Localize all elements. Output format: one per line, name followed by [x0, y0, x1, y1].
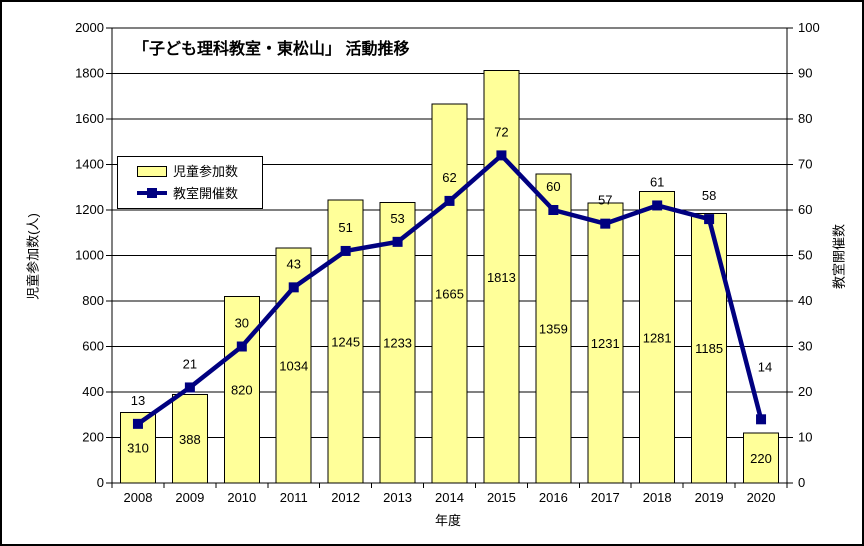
- x-axis-tick-label: 2011: [280, 490, 308, 505]
- bar-value-label: 1231: [591, 336, 620, 351]
- left-axis-tick-label: 1200: [75, 202, 104, 217]
- line-series-swatch-icon: [137, 188, 167, 199]
- right-axis-tick-label: 40: [798, 293, 812, 308]
- x-axis-tick-label: 2010: [227, 490, 256, 505]
- x-axis-tick-label: 2019: [695, 490, 724, 505]
- bar-value-label: 1281: [643, 330, 672, 345]
- x-axis-tick-label: 2012: [331, 490, 360, 505]
- line-marker: [600, 218, 611, 229]
- line-marker-swatch-icon: [147, 188, 157, 199]
- left-axis-tick-label: 200: [82, 430, 104, 445]
- line-marker: [444, 195, 455, 206]
- line-marker: [704, 214, 715, 225]
- bar-value-label: 1813: [487, 270, 516, 285]
- bar-value-label: 1665: [435, 287, 464, 302]
- bar-value-label: 1245: [331, 334, 360, 349]
- bar: [587, 202, 624, 484]
- x-axis-tick-label: 2016: [539, 490, 568, 505]
- left-axis-tick-label: 1000: [75, 248, 104, 263]
- line-marker: [132, 418, 143, 429]
- bar: [743, 432, 780, 484]
- bar: [639, 191, 676, 484]
- legend: 児童参加数 教室開催数: [117, 156, 263, 209]
- line-marker: [652, 200, 663, 211]
- bar: [379, 201, 416, 484]
- bar-value-label: 388: [179, 432, 201, 447]
- chart-title: 「子ども理科教室・東松山」 活動推移: [133, 41, 410, 58]
- line-value-label: 72: [494, 124, 508, 139]
- line-value-label: 43: [286, 256, 300, 271]
- legend-label-line: 教室開催数: [173, 185, 239, 201]
- bar: [431, 103, 468, 484]
- right-axis-tick-label: 60: [798, 202, 812, 217]
- left-axis-tick-label: 600: [82, 339, 104, 354]
- x-axis-tick-label: 2014: [435, 490, 464, 505]
- left-axis-tick-label: 2000: [75, 20, 104, 35]
- bar-value-label: 1233: [383, 336, 412, 351]
- left-axis-tick-label: 0: [97, 475, 104, 490]
- right-axis-tick-label: 90: [798, 66, 812, 81]
- bar-series-swatch-icon: [137, 166, 167, 178]
- right-axis-tick-label: 50: [798, 248, 812, 263]
- line-value-label: 58: [702, 188, 716, 203]
- line-value-label: 60: [546, 179, 560, 194]
- right-axis-tick-label: 70: [798, 157, 812, 172]
- bar-value-label: 1034: [279, 358, 308, 373]
- bar-value-label: 1185: [695, 341, 723, 356]
- legend-entry-line: 教室開催数: [137, 187, 262, 200]
- line-value-label: 13: [131, 393, 145, 408]
- line-value-label: 30: [235, 316, 249, 331]
- left-axis-tick-label: 800: [82, 293, 104, 308]
- right-axis-tick-label: 20: [798, 384, 812, 399]
- bar: [483, 70, 520, 484]
- line-value-label: 57: [598, 193, 612, 208]
- left-axis-title: 児童参加数(人): [25, 213, 41, 300]
- x-axis-tick-label: 2015: [487, 490, 516, 505]
- line-value-label: 62: [442, 170, 456, 185]
- left-axis-tick-label: 1800: [75, 66, 104, 81]
- line-marker: [548, 205, 559, 215]
- line-marker: [756, 414, 767, 425]
- left-axis-tick-label: 1600: [75, 111, 104, 126]
- x-axis-title: 年度: [434, 513, 461, 528]
- x-axis-tick-label: 2009: [175, 490, 204, 505]
- right-axis-title: 教室開催数: [831, 224, 847, 290]
- line-value-label: 21: [183, 356, 197, 371]
- x-axis-tick-label: 2020: [747, 490, 776, 505]
- right-axis-tick-label: 0: [798, 475, 805, 490]
- bar-value-label: 1359: [539, 321, 568, 336]
- line-marker: [184, 382, 195, 393]
- line-marker: [392, 236, 403, 247]
- x-axis-tick-label: 2008: [124, 490, 153, 505]
- x-axis-tick-label: 2017: [591, 490, 620, 505]
- bar: [223, 295, 260, 484]
- line-value-label: 53: [390, 211, 404, 226]
- left-axis-tick-label: 400: [82, 384, 104, 399]
- left-axis-tick-label: 1400: [75, 157, 104, 172]
- line-marker: [236, 341, 247, 352]
- bar-value-label: 310: [127, 441, 149, 456]
- right-axis-tick-label: 100: [798, 20, 820, 35]
- bar-value-label: 220: [750, 451, 772, 466]
- right-axis-tick-label: 80: [798, 111, 812, 126]
- x-axis-tick-label: 2018: [643, 490, 672, 505]
- line-value-label: 51: [338, 220, 352, 235]
- bar-value-label: 820: [231, 383, 253, 398]
- legend-label-bar: 児童参加数: [173, 164, 239, 180]
- right-axis-tick-label: 10: [798, 430, 812, 445]
- bar: [535, 173, 572, 484]
- x-axis-tick-label: 2013: [383, 490, 412, 505]
- right-axis-tick-label: 30: [798, 339, 812, 354]
- line-value-label: 14: [758, 359, 772, 374]
- line-marker: [340, 245, 351, 256]
- line-marker: [496, 150, 507, 161]
- legend-entry-bar: 児童参加数: [137, 165, 262, 178]
- bar: [171, 394, 208, 484]
- line-marker: [288, 282, 299, 293]
- line-value-label: 61: [650, 174, 664, 189]
